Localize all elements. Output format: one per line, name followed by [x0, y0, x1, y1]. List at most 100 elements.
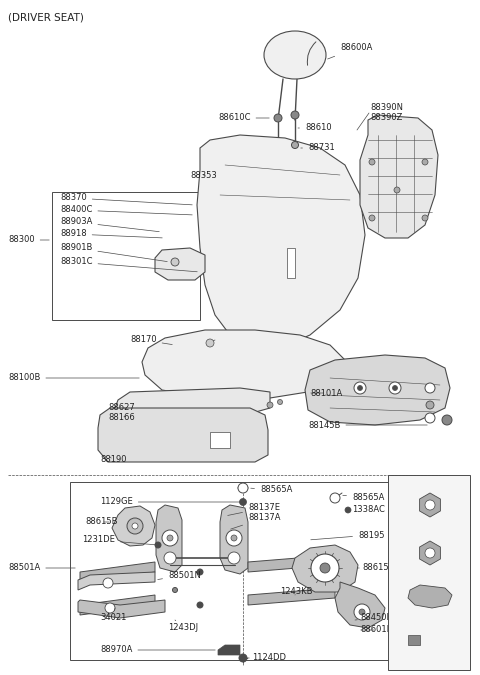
Text: 88170: 88170: [130, 335, 172, 344]
Circle shape: [277, 400, 283, 404]
Text: 88903A: 88903A: [60, 217, 159, 232]
Text: 88390N: 88390N: [370, 103, 403, 113]
Circle shape: [358, 385, 362, 391]
Text: 88370: 88370: [60, 194, 192, 205]
Polygon shape: [287, 248, 295, 278]
Circle shape: [226, 530, 242, 546]
Text: 1336AA: 1336AA: [392, 526, 423, 535]
Text: 88565A: 88565A: [343, 493, 384, 502]
Circle shape: [354, 382, 366, 394]
Text: 88731: 88731: [301, 144, 335, 153]
Circle shape: [320, 563, 330, 573]
Bar: [70, 482, 390, 660]
Circle shape: [425, 413, 435, 423]
Text: 88565A: 88565A: [251, 485, 292, 495]
Polygon shape: [335, 582, 385, 628]
Polygon shape: [408, 635, 420, 645]
Circle shape: [442, 415, 452, 425]
Circle shape: [231, 535, 237, 541]
Text: 1243DJ: 1243DJ: [168, 620, 198, 632]
Text: 88190: 88190: [100, 456, 127, 464]
Polygon shape: [98, 408, 268, 462]
Circle shape: [239, 654, 247, 662]
Text: 88501A: 88501A: [8, 564, 75, 572]
Circle shape: [274, 114, 282, 122]
Text: 1129GE: 1129GE: [100, 497, 240, 506]
Circle shape: [425, 500, 435, 510]
Polygon shape: [248, 588, 335, 605]
Circle shape: [330, 493, 340, 503]
Polygon shape: [305, 355, 450, 425]
Polygon shape: [408, 585, 452, 608]
Polygon shape: [155, 248, 205, 280]
Polygon shape: [248, 555, 335, 572]
Circle shape: [228, 552, 240, 564]
Polygon shape: [220, 505, 248, 574]
Text: 1231DE: 1231DE: [82, 535, 155, 545]
Text: 88145B: 88145B: [308, 421, 427, 429]
Circle shape: [345, 507, 351, 513]
Text: 1338AB: 1338AB: [392, 477, 423, 487]
Circle shape: [267, 402, 273, 408]
Bar: [52, 192, 200, 320]
Circle shape: [369, 159, 375, 165]
Text: 88918: 88918: [60, 230, 162, 238]
Circle shape: [197, 602, 203, 608]
Text: 88610: 88610: [298, 124, 332, 132]
Polygon shape: [210, 432, 230, 448]
Text: 1243KB: 1243KB: [280, 587, 312, 597]
Text: 1124DD: 1124DD: [247, 653, 286, 662]
Circle shape: [422, 159, 428, 165]
Text: 88615A: 88615A: [358, 564, 395, 572]
Polygon shape: [112, 506, 155, 546]
Circle shape: [162, 530, 178, 546]
Text: 88501N: 88501N: [158, 570, 201, 580]
Circle shape: [164, 552, 176, 564]
Text: 88301C: 88301C: [60, 257, 197, 272]
Text: 88353: 88353: [190, 171, 217, 180]
Text: 1338AC: 1338AC: [348, 506, 385, 514]
Ellipse shape: [264, 31, 326, 79]
Polygon shape: [197, 135, 365, 348]
Polygon shape: [142, 330, 345, 398]
Polygon shape: [80, 595, 155, 615]
Polygon shape: [115, 388, 270, 415]
Circle shape: [132, 523, 138, 529]
Text: 88390Z: 88390Z: [370, 113, 402, 122]
Circle shape: [425, 383, 435, 393]
Circle shape: [311, 554, 339, 582]
Circle shape: [291, 111, 299, 119]
Circle shape: [127, 518, 143, 534]
Circle shape: [426, 401, 434, 409]
Circle shape: [105, 603, 115, 613]
Circle shape: [369, 215, 375, 221]
Text: 88101A: 88101A: [310, 389, 342, 398]
Circle shape: [425, 548, 435, 558]
Circle shape: [238, 483, 248, 493]
Text: 88601N: 88601N: [360, 626, 393, 634]
Text: 88400C: 88400C: [60, 205, 192, 215]
Text: 88166: 88166: [108, 414, 135, 423]
Circle shape: [394, 187, 400, 193]
Polygon shape: [80, 562, 155, 582]
Polygon shape: [218, 645, 240, 655]
Circle shape: [155, 542, 161, 548]
Text: 88137A: 88137A: [230, 514, 280, 529]
Text: 85854A: 85854A: [392, 574, 423, 583]
Text: 88627: 88627: [108, 404, 135, 412]
Circle shape: [422, 215, 428, 221]
Circle shape: [291, 142, 299, 148]
Circle shape: [103, 578, 113, 588]
Circle shape: [172, 587, 178, 593]
Text: 88901B: 88901B: [60, 244, 167, 262]
Text: 88195: 88195: [311, 531, 384, 540]
Polygon shape: [156, 505, 182, 572]
Circle shape: [389, 382, 401, 394]
Circle shape: [206, 339, 214, 347]
Polygon shape: [292, 545, 358, 592]
Text: 88970A: 88970A: [100, 645, 215, 655]
Circle shape: [359, 609, 365, 615]
Text: 34021: 34021: [100, 608, 126, 622]
Circle shape: [354, 604, 370, 620]
Circle shape: [167, 535, 173, 541]
